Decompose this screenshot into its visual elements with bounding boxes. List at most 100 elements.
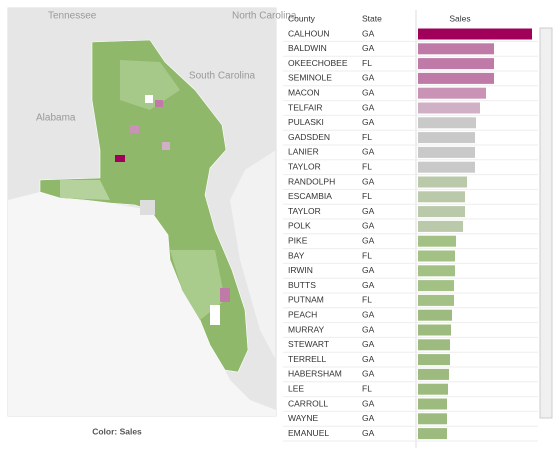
state-label: GA <box>362 176 375 186</box>
state-label: FL <box>362 383 372 393</box>
bar <box>418 191 465 203</box>
bar <box>418 58 494 70</box>
column-header: State <box>362 13 382 23</box>
county-label: BALDWIN <box>288 43 327 53</box>
state-label: FL <box>362 295 372 305</box>
county-label: TAYLOR <box>288 206 321 216</box>
bar <box>418 220 463 232</box>
county-label: STEWART <box>288 339 329 349</box>
county-label: GADSDEN <box>288 132 330 142</box>
bar <box>418 206 465 218</box>
bar <box>418 87 486 99</box>
county-label: EMANUEL <box>288 428 329 438</box>
bar <box>418 368 449 380</box>
region <box>170 250 225 320</box>
bar <box>418 161 475 173</box>
bar <box>418 43 494 55</box>
state-label: GA <box>362 117 375 127</box>
state-label: GA <box>362 339 375 349</box>
state-label: FL <box>362 132 372 142</box>
bar <box>418 146 475 158</box>
scrollbar[interactable] <box>539 27 553 419</box>
state-label: GA <box>362 87 375 97</box>
bar <box>418 383 448 395</box>
legend-caption: Color: Sales <box>92 426 142 436</box>
county-missing <box>210 305 220 325</box>
map-label: North Carolina <box>232 11 297 22</box>
bar <box>418 280 454 292</box>
county-label: PULASKI <box>288 117 324 127</box>
bar <box>418 398 447 410</box>
bar <box>418 309 452 321</box>
county-label: SEMINOLE <box>288 73 332 83</box>
county-label: CALHOUN <box>288 28 330 38</box>
region <box>60 180 110 200</box>
county-label: CARROLL <box>288 398 328 408</box>
bar <box>418 339 450 351</box>
county-label: HABERSHAM <box>288 369 342 379</box>
county-label: TERRELL <box>288 354 327 364</box>
bar <box>418 102 480 114</box>
county-highlight <box>130 125 139 133</box>
county-missing <box>140 200 155 215</box>
county-label: LANIER <box>288 147 319 157</box>
state-label: GA <box>362 309 375 319</box>
state-label: GA <box>362 235 375 245</box>
state-label: GA <box>362 413 375 423</box>
bar <box>418 235 456 247</box>
state-label: GA <box>362 398 375 408</box>
county-label: BAY <box>288 250 305 260</box>
bar <box>418 413 447 425</box>
county-label: LEE <box>288 383 304 393</box>
county-label: PUTNAM <box>288 295 324 305</box>
county-label: POLK <box>288 221 311 231</box>
county-highlight <box>162 142 170 150</box>
county-highlight <box>155 100 163 107</box>
bar <box>418 132 475 144</box>
bar <box>418 72 494 84</box>
county-label: TELFAIR <box>288 102 322 112</box>
county-label: MACON <box>288 87 320 97</box>
state-label: FL <box>362 250 372 260</box>
column-header: Sales <box>449 13 470 23</box>
state-label: FL <box>362 58 372 68</box>
county-label: BUTTS <box>288 280 316 290</box>
state-label: GA <box>362 369 375 379</box>
county-label: PIKE <box>288 235 308 245</box>
state-label: GA <box>362 102 375 112</box>
state-label: GA <box>362 73 375 83</box>
state-label: GA <box>362 206 375 216</box>
county-label: PEACH <box>288 309 317 319</box>
bar <box>418 176 467 188</box>
county-label: MURRAY <box>288 324 325 334</box>
state-label: FL <box>362 161 372 171</box>
state-label: GA <box>362 324 375 334</box>
state-label: GA <box>362 428 375 438</box>
county-label: WAYNE <box>288 413 319 423</box>
state-label: FL <box>362 191 372 201</box>
county-highlight <box>220 288 230 302</box>
gulf <box>8 192 276 416</box>
bar <box>418 324 451 336</box>
state-label: GA <box>362 280 375 290</box>
map-label: South Carolina <box>189 71 256 82</box>
region <box>120 60 180 110</box>
county-label: ESCAMBIA <box>288 191 332 201</box>
bar <box>418 294 454 306</box>
state-label: GA <box>362 354 375 364</box>
bar <box>418 265 455 277</box>
bar <box>418 117 476 129</box>
county-missing <box>145 95 153 103</box>
bar <box>418 428 447 440</box>
county-label: IRWIN <box>288 265 313 275</box>
column-header: County <box>288 13 316 23</box>
map-label: Alabama <box>36 113 76 124</box>
county-highlight <box>115 155 125 162</box>
bar <box>418 250 455 262</box>
state-label: GA <box>362 147 375 157</box>
table: County State Sales CALHOUN GA BALDWIN GA OKE… <box>283 10 553 448</box>
state-label: GA <box>362 265 375 275</box>
state-label: GA <box>362 221 375 231</box>
